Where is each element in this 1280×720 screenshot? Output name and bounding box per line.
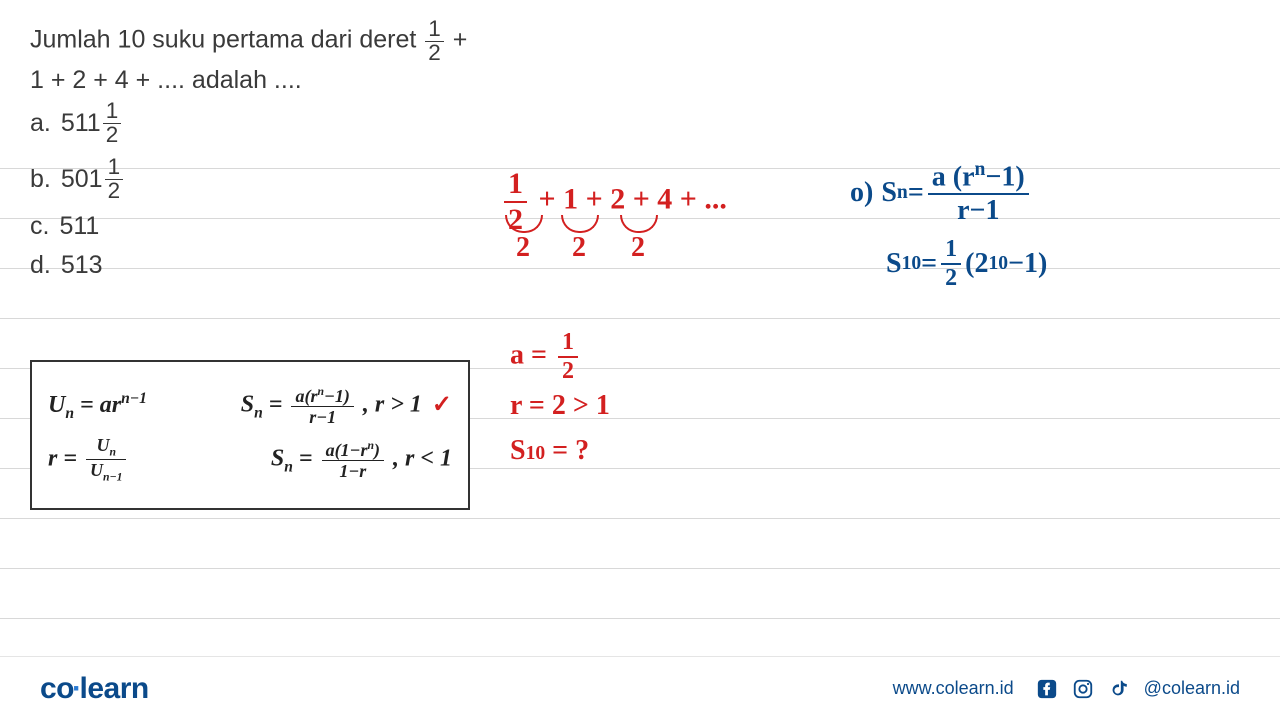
ratio-label: 2 xyxy=(516,232,530,264)
footer-url: www.colearn.id xyxy=(893,678,1014,699)
facebook-icon xyxy=(1036,678,1058,700)
formula-un: Un = arn−1 xyxy=(48,390,147,423)
option-b: b. 501 1 2 xyxy=(30,156,125,202)
option-c: c. 511 xyxy=(30,212,125,241)
ratio-label: 2 xyxy=(631,232,645,264)
question-fraction: 1 2 xyxy=(425,18,444,64)
formula-r: r = Un Un−1 xyxy=(48,436,129,484)
option-d: d. 513 xyxy=(30,251,125,280)
footer-handle: @colearn.id xyxy=(1144,678,1240,699)
question-line1-post: + xyxy=(453,26,468,54)
instagram-icon xyxy=(1072,678,1094,700)
check-icon: ✓ xyxy=(432,392,452,418)
footer-right: www.colearn.id @colearn.id xyxy=(893,678,1240,700)
colearn-logo: co·learn xyxy=(40,672,149,706)
handwritten-solution: o) Sn = a (rn−1) r−1 S10 = 1 2 (210−1) xyxy=(850,160,1047,303)
question-line2: 1 + 2 + 4 + .... adalah .... xyxy=(30,64,467,97)
handwritten-variables: a = 1 2 r = 2 > 1 S10 = ? xyxy=(510,330,610,474)
formula-sn2: Sn = a(1−rn) 1−r , r < 1 xyxy=(271,440,452,480)
answer-options: a. 511 1 2 b. 501 1 2 c. 511 xyxy=(30,100,125,290)
tiktok-icon xyxy=(1108,678,1130,700)
question-text: Jumlah 10 suku pertama dari deret 1 2 + … xyxy=(30,18,467,97)
ratio-label: 2 xyxy=(572,232,586,264)
option-a: a. 511 1 2 xyxy=(30,100,125,146)
footer-bar: co·learn www.colearn.id @colearn.id xyxy=(0,656,1280,720)
formula-sn1: Sn = a(rn−1) r−1 , r > 1 ✓ xyxy=(241,386,452,426)
question-line1-pre: Jumlah 10 suku pertama dari deret xyxy=(30,26,423,54)
formula-box: Un = arn−1 Sn = a(rn−1) r−1 , r > 1 ✓ r … xyxy=(30,360,470,510)
